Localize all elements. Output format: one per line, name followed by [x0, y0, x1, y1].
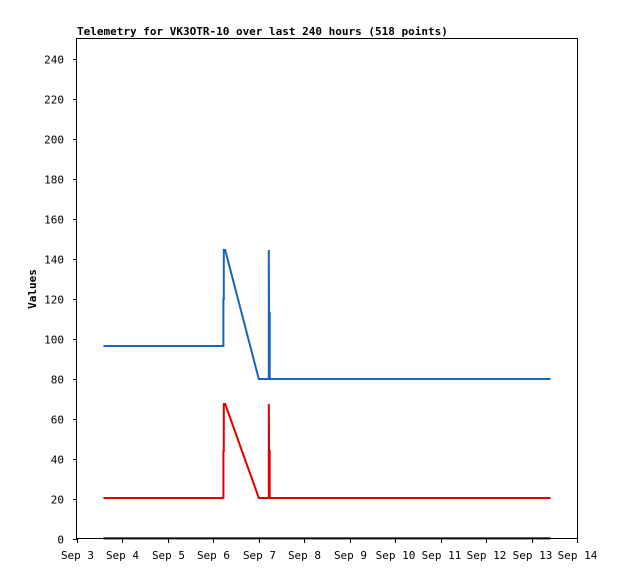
y-tick-label: 200	[44, 134, 64, 147]
y-axis-label: Values	[26, 269, 39, 309]
y-tick-label: 0	[57, 534, 64, 547]
series-line-1	[103, 249, 551, 380]
x-tick-label: Sep 11	[422, 549, 462, 562]
x-tick-label: Sep 4	[106, 549, 139, 562]
series-line-2	[103, 403, 551, 499]
y-tick-label: 240	[44, 54, 64, 67]
y-tick-label: 220	[44, 94, 64, 107]
y-tick-label: 120	[44, 294, 64, 307]
y-tick-label: 40	[51, 454, 64, 467]
x-tick-label: Sep 14	[558, 549, 598, 562]
series-lines	[103, 249, 551, 540]
x-axis: Sep 3 Sep 4 Sep 5 Sep 6 Sep 7 Sep 8 Sep 9 Sep 1…	[61, 539, 598, 562]
x-tick-label: Sep 8	[288, 549, 321, 562]
chart-title: Telemetry for VK3OTR-10 over last 240 ho…	[77, 25, 448, 38]
x-tick-label: Sep 10	[376, 549, 416, 562]
y-tick-label: 140	[44, 254, 64, 267]
x-tick-label: Sep 3	[61, 549, 94, 562]
y-tick-label: 180	[44, 174, 64, 187]
x-tick-label: Sep 12	[467, 549, 507, 562]
x-tick-label: Sep 6	[197, 549, 230, 562]
x-tick-label: Sep 13	[513, 549, 553, 562]
y-tick-label: 80	[51, 374, 64, 387]
y-tick-label: 20	[51, 494, 64, 507]
y-axis: 0 20 40 60 80 100 120 140 160 180 200 220 240	[44, 54, 77, 547]
y-tick-label: 160	[44, 214, 64, 227]
x-tick-label: Sep 9	[334, 549, 367, 562]
x-tick-label: Sep 5	[152, 549, 185, 562]
y-tick-label: 100	[44, 334, 64, 347]
x-tick-label: Sep 7	[243, 549, 276, 562]
y-tick-label: 60	[51, 414, 64, 427]
